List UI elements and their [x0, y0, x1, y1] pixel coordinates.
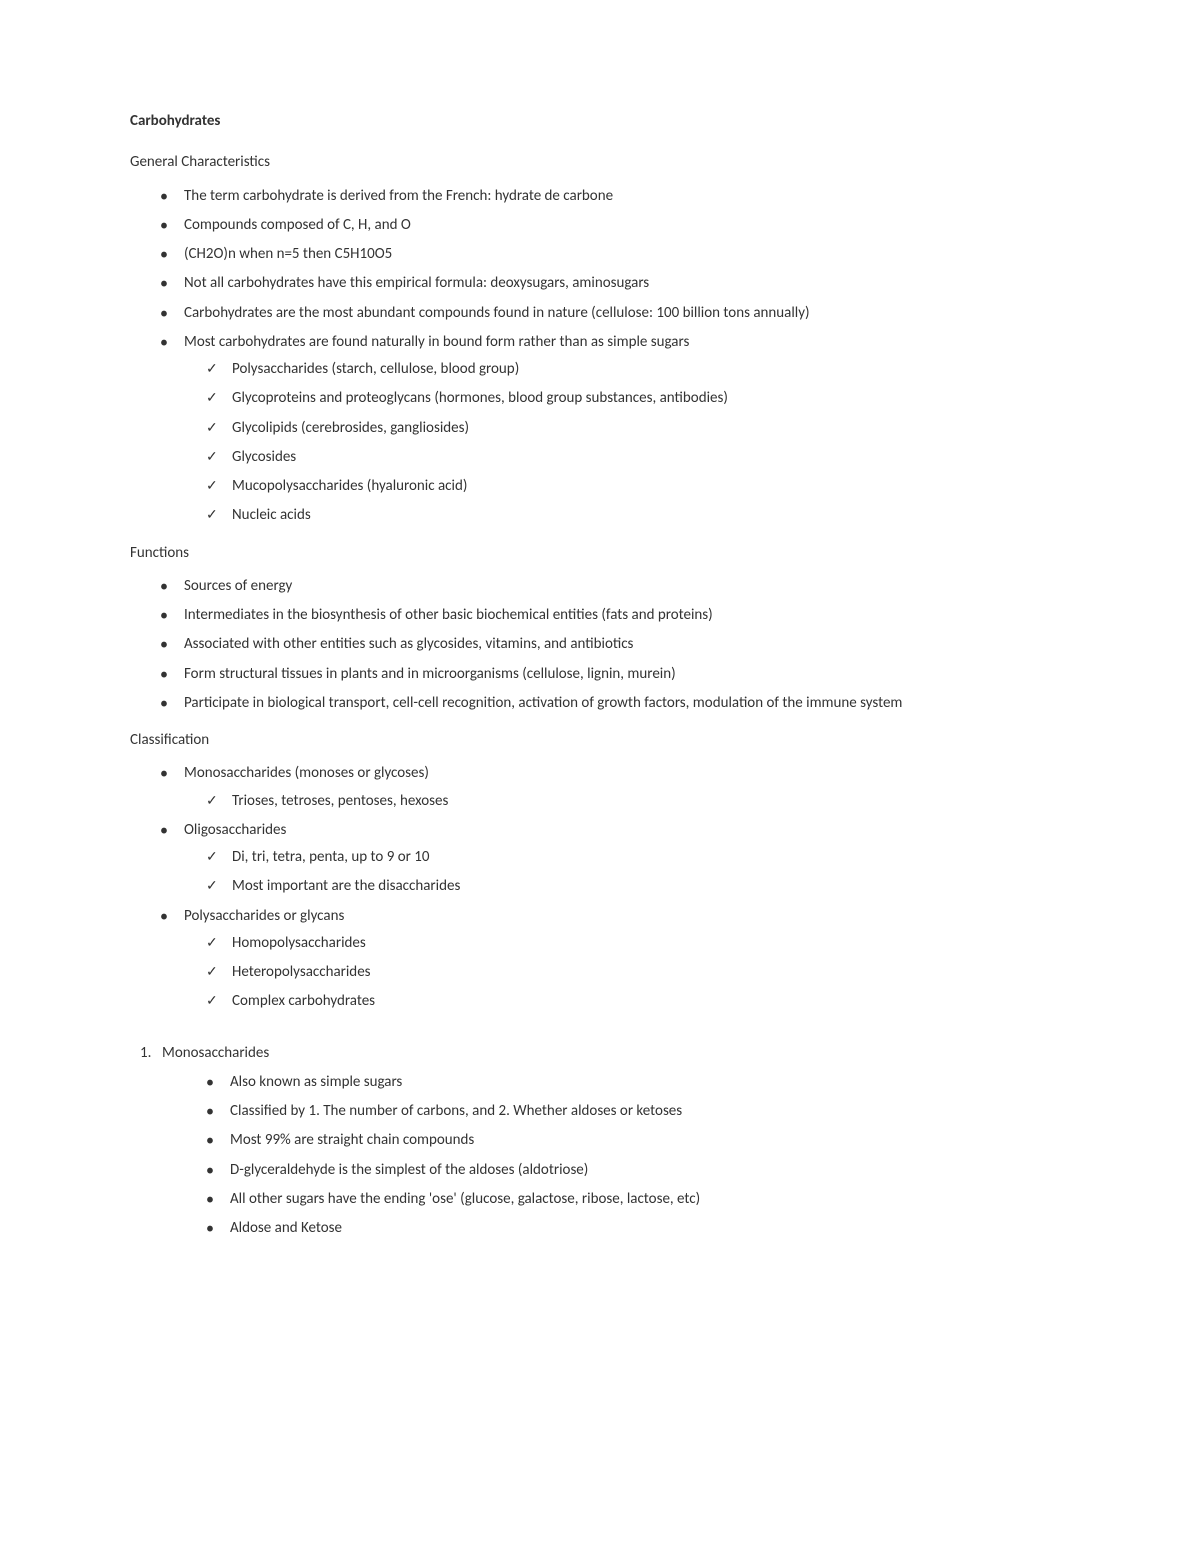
mono-detail-list: Also known as simple sugars Classified b… — [162, 1071, 1070, 1241]
document-title: Carbohydrates — [130, 110, 1070, 133]
numbered-item: 1. Monosaccharides Also known as simple … — [162, 1042, 1070, 1241]
section-heading-general: General Characteristics — [130, 151, 1070, 174]
list-item: Sources of energy — [184, 575, 1070, 598]
classification-list: Monosaccharides (monoses or glycoses) Tr… — [130, 762, 1070, 1013]
list-item: Compounds composed of C, H, and O — [184, 214, 1070, 237]
list-item: Most 99% are straight chain compounds — [230, 1129, 1070, 1152]
oligo-sublist: Di, tri, tetra, penta, up to 9 or 10 Mos… — [184, 846, 1070, 899]
list-item: Participate in biological transport, cel… — [184, 692, 1070, 715]
general-list: The term carbohydrate is derived from th… — [130, 185, 1070, 528]
list-item-text: Polysaccharides or glycans — [184, 907, 344, 925]
list-item: Glycolipids (cerebrosides, gangliosides) — [232, 417, 1070, 440]
list-item: Not all carbohydrates have this empirica… — [184, 272, 1070, 295]
item-number: 1. — [140, 1042, 151, 1065]
list-item: Mucopolysaccharides (hyaluronic acid) — [232, 475, 1070, 498]
list-item: Associated with other entities such as g… — [184, 633, 1070, 656]
list-item: D-glyceraldehyde is the simplest of the … — [230, 1159, 1070, 1182]
list-item: Glycosides — [232, 446, 1070, 469]
list-item: The term carbohydrate is derived from th… — [184, 185, 1070, 208]
list-item: Oligosaccharides Di, tri, tetra, penta, … — [184, 819, 1070, 899]
list-item: Polysaccharides (starch, cellulose, bloo… — [232, 358, 1070, 381]
list-item: Heteropolysaccharides — [232, 961, 1070, 984]
list-item: Classified by 1. The number of carbons, … — [230, 1100, 1070, 1123]
functions-list: Sources of energy Intermediates in the b… — [130, 575, 1070, 715]
list-item: Carbohydrates are the most abundant comp… — [184, 302, 1070, 325]
list-item-text: Monosaccharides (monoses or glycoses) — [184, 764, 429, 782]
poly-sublist: Homopolysaccharides Heteropolysaccharide… — [184, 932, 1070, 1014]
list-item: Homopolysaccharides — [232, 932, 1070, 955]
mono-sublist: Trioses, tetroses, pentoses, hexoses — [184, 790, 1070, 813]
list-item: Also known as simple sugars — [230, 1071, 1070, 1094]
section-heading-classification: Classification — [130, 729, 1070, 752]
list-item: Di, tri, tetra, penta, up to 9 or 10 — [232, 846, 1070, 869]
list-item: Most carbohydrates are found naturally i… — [184, 331, 1070, 528]
list-item: Monosaccharides (monoses or glycoses) Tr… — [184, 762, 1070, 813]
list-item: All other sugars have the ending 'ose' (… — [230, 1188, 1070, 1211]
bound-forms-list: Polysaccharides (starch, cellulose, bloo… — [184, 358, 1070, 528]
numbered-list: 1. Monosaccharides Also known as simple … — [130, 1042, 1070, 1241]
list-item-text: Oligosaccharides — [184, 821, 286, 839]
list-item: (CH2O)n when n=5 then C5H10O5 — [184, 243, 1070, 266]
list-item: Glycoproteins and proteoglycans (hormone… — [232, 387, 1070, 410]
list-item: Polysaccharides or glycans Homopolysacch… — [184, 905, 1070, 1014]
list-item: Trioses, tetroses, pentoses, hexoses — [232, 790, 1070, 813]
section-heading-functions: Functions — [130, 542, 1070, 565]
list-item: Nucleic acids — [232, 504, 1070, 527]
list-item: Complex carbohydrates — [232, 990, 1070, 1013]
list-item: Most important are the disaccharides — [232, 875, 1070, 898]
list-item-text: Most carbohydrates are found naturally i… — [184, 333, 689, 351]
numbered-item-label: Monosaccharides — [162, 1044, 269, 1062]
list-item: Aldose and Ketose — [230, 1217, 1070, 1240]
list-item: Form structural tissues in plants and in… — [184, 663, 1070, 686]
list-item: Intermediates in the biosynthesis of oth… — [184, 604, 1070, 627]
